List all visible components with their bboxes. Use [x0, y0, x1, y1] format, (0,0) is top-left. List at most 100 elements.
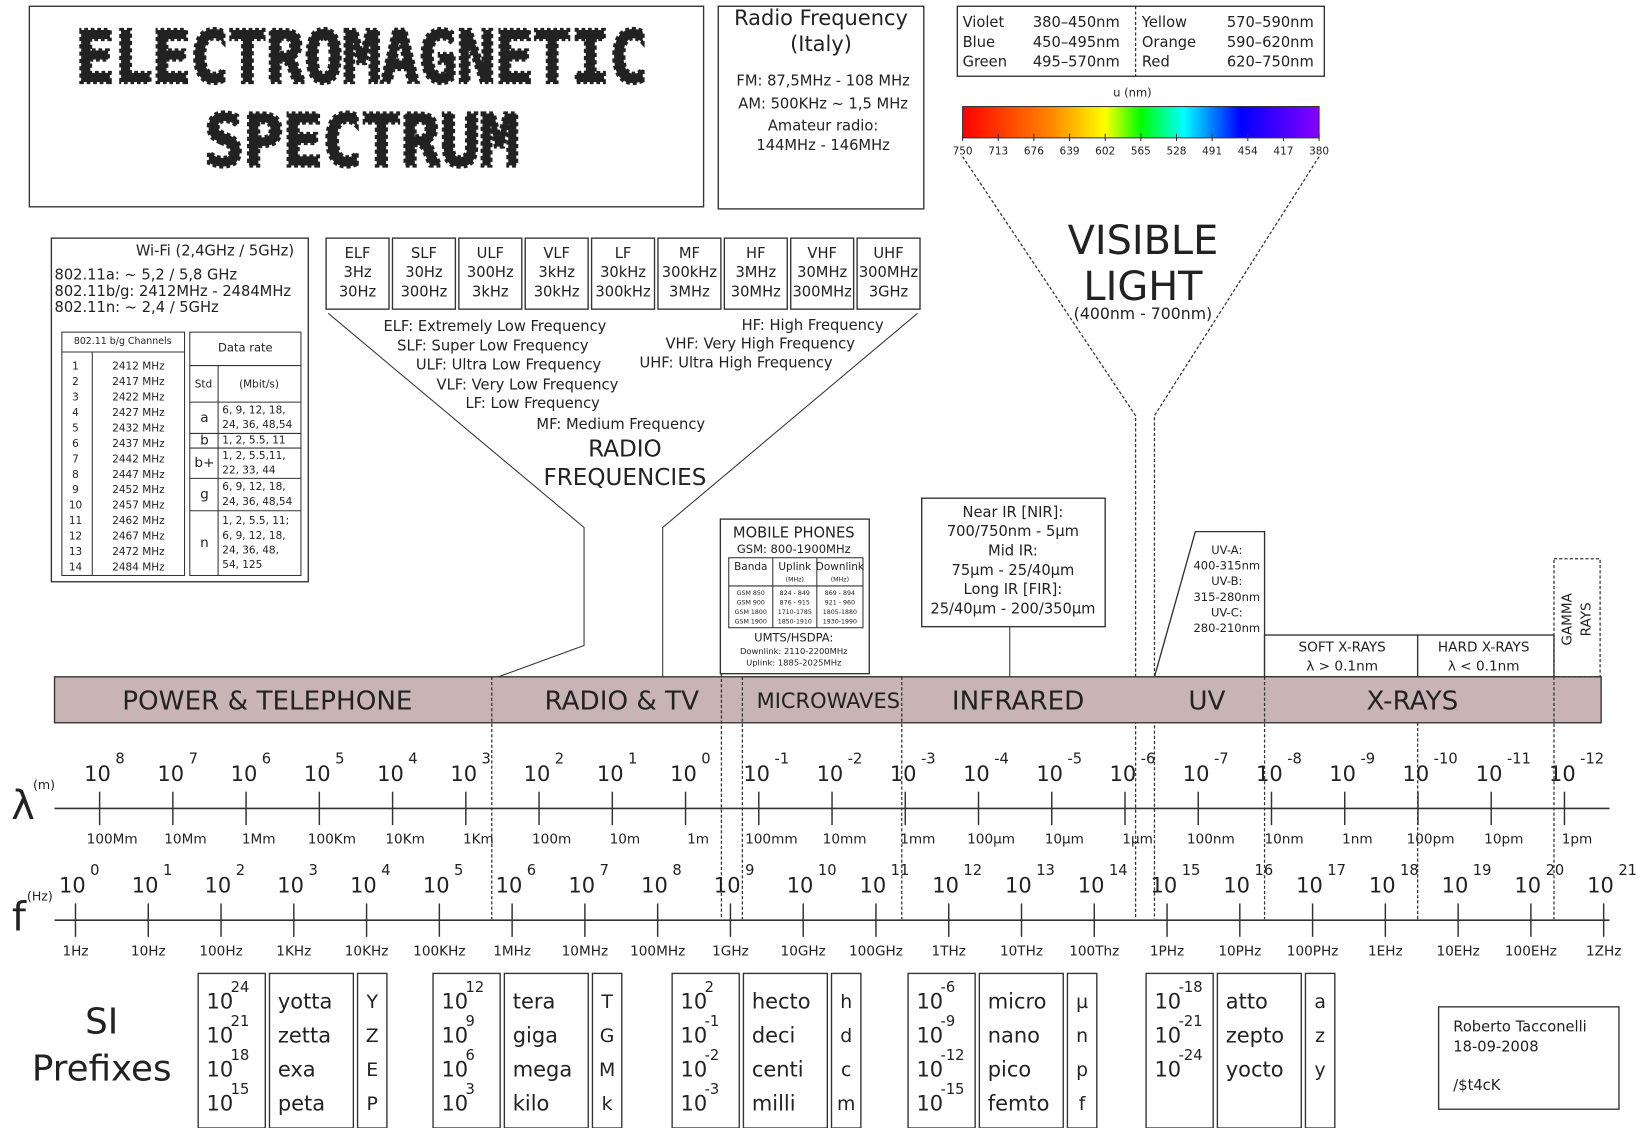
wifi-box — [50, 237, 309, 583]
si-symbol: n — [1076, 1026, 1088, 1047]
power-base: 10 — [207, 1024, 234, 1048]
band-text: UHF — [873, 245, 903, 262]
radio-funnel — [327, 312, 918, 680]
band-definition: LF: Low Frequency — [465, 395, 600, 412]
rate-std: b — [200, 433, 209, 449]
band-text: VHF — [807, 245, 837, 262]
channel-number: 9 — [72, 484, 79, 496]
visible-light-title: LIGHT — [1083, 264, 1203, 310]
power-exponent: -12 — [941, 1047, 965, 1064]
power-base: 10 — [132, 874, 159, 898]
region-dividers — [491, 673, 1555, 920]
power-exponent: -9 — [1360, 750, 1375, 767]
si-box — [1216, 972, 1302, 1128]
mobile-cell: GSM 1900 — [735, 618, 767, 625]
band-text: 30Hz — [339, 283, 377, 300]
rate-std: g — [200, 487, 209, 503]
wifi-line: 802.11n: ~ 2,4 / 5GHz — [55, 299, 220, 316]
band-text: 30MHz — [797, 264, 847, 281]
si-box — [830, 972, 862, 1128]
channels-table — [61, 331, 186, 577]
power-exponent: 12 — [466, 979, 485, 996]
band-definition: ELF: Extremely Low Frequency — [383, 318, 606, 335]
mobile-cell: GSM 900 — [737, 600, 765, 607]
power-base: 10 — [441, 990, 468, 1014]
channel-frequency: 2432 MHz — [112, 422, 165, 434]
power-base: 10 — [1036, 762, 1063, 786]
power-exponent: 0 — [90, 862, 99, 879]
power-base: 10 — [207, 1058, 234, 1082]
power-exponent: 10 — [818, 862, 837, 879]
rate-table — [189, 331, 302, 577]
si-symbol: k — [602, 1094, 613, 1115]
power-base: 10 — [916, 990, 943, 1014]
rate-value: 54, 125 — [222, 559, 262, 571]
power-base: 10 — [207, 990, 234, 1014]
si-symbol: d — [840, 1026, 852, 1047]
channel-number: 12 — [69, 531, 82, 543]
power-exponent: -1 — [705, 1013, 720, 1030]
scale-tick-label: 676 — [1024, 145, 1044, 157]
power-exponent: -10 — [1434, 750, 1458, 767]
color-range: 590–620nm — [1227, 34, 1314, 51]
si-name: tera — [513, 990, 556, 1014]
axis-label: 100EHz — [1505, 944, 1557, 960]
power-exponent: 8 — [115, 750, 124, 767]
gamma-text: GAMMA — [1560, 592, 1576, 645]
radio-frequencies-title: RADIO — [588, 437, 662, 463]
power-exponent: -1 — [775, 750, 790, 767]
si-symbol: E — [366, 1060, 378, 1081]
channel-number: 6 — [72, 438, 79, 450]
axis-label: 10Km — [385, 832, 425, 848]
axis-label: 100PHz — [1287, 944, 1339, 960]
si-box — [356, 972, 388, 1128]
channel-number: 5 — [72, 422, 79, 434]
si-name: nano — [988, 1024, 1040, 1048]
axis-unit: (m) — [33, 777, 55, 792]
channel-frequency: 2472 MHz — [112, 546, 165, 558]
power-exponent: -9 — [941, 1013, 956, 1030]
band-text: 3kHz — [538, 264, 575, 281]
hard-xray-text: λ < 0.1nm — [1448, 658, 1520, 674]
ir-text: 25/40µm - 200/350µm — [930, 600, 1095, 617]
mobile-cell: 1930-1990 — [823, 618, 857, 625]
channel-frequency: 2462 MHz — [112, 515, 165, 527]
axis-label: 100Mm — [87, 832, 138, 848]
channels-header: 802.11 b/g Channels — [74, 336, 172, 347]
scale-label: u (nm) — [1113, 85, 1151, 99]
power-base: 10 — [441, 1058, 468, 1082]
si-name: zetta — [278, 1024, 331, 1048]
axis-label: 10mm — [823, 832, 867, 848]
power-base: 10 — [441, 1024, 468, 1048]
si-box — [432, 972, 501, 1128]
axis-label: 100Km — [308, 832, 356, 848]
uv-text: UV-A: — [1211, 543, 1242, 557]
power-exponent: -24 — [1179, 1047, 1203, 1064]
mobile-table — [728, 557, 864, 629]
scale-tick-label: 602 — [1095, 145, 1115, 157]
power-exponent: 11 — [891, 862, 910, 879]
band-box — [325, 237, 390, 310]
axis-label: 100nm — [1187, 832, 1235, 848]
band-box — [856, 237, 921, 310]
axis-symbol: f — [12, 895, 27, 941]
visible-light-title: VISIBLE — [1068, 218, 1219, 264]
axis-label: 100Thz — [1069, 944, 1119, 960]
si-symbol: µ — [1076, 992, 1088, 1013]
mobile-header: Banda — [734, 561, 767, 573]
power-exponent: 0 — [701, 750, 710, 767]
rate-std: a — [200, 410, 208, 426]
axis-label: 100mm — [745, 832, 798, 848]
power-exponent: 12 — [963, 862, 982, 879]
color-range: 450–495nm — [1033, 34, 1120, 51]
color-name: Yellow — [1141, 14, 1187, 31]
channel-number: 2 — [72, 376, 79, 388]
si-name: yotta — [278, 990, 333, 1014]
power-exponent: 1 — [628, 750, 637, 767]
band-text: 30kHz — [600, 264, 646, 281]
power-base: 10 — [1005, 874, 1032, 898]
power-base: 10 — [597, 762, 624, 786]
power-exponent: 20 — [1546, 862, 1565, 879]
ir-text: Near IR [NIR]: — [963, 504, 1064, 521]
color-range: 495–570nm — [1033, 54, 1120, 71]
